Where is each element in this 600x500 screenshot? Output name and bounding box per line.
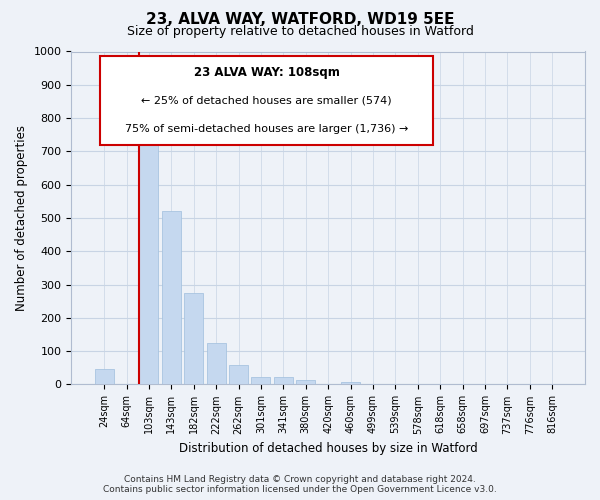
- Bar: [341, 382, 360, 384]
- Text: Contains HM Land Registry data © Crown copyright and database right 2024.
Contai: Contains HM Land Registry data © Crown c…: [103, 474, 497, 494]
- Bar: [229, 366, 248, 384]
- Y-axis label: Number of detached properties: Number of detached properties: [15, 125, 28, 311]
- FancyBboxPatch shape: [100, 56, 433, 144]
- Text: ← 25% of detached houses are smaller (574): ← 25% of detached houses are smaller (57…: [141, 96, 392, 106]
- X-axis label: Distribution of detached houses by size in Watford: Distribution of detached houses by size …: [179, 442, 478, 455]
- Bar: [139, 115, 158, 384]
- Text: 75% of semi-detached houses are larger (1,736) →: 75% of semi-detached houses are larger (…: [125, 124, 408, 134]
- Bar: [274, 377, 293, 384]
- Bar: [95, 369, 113, 384]
- Bar: [162, 212, 181, 384]
- Bar: [296, 380, 315, 384]
- Text: Size of property relative to detached houses in Watford: Size of property relative to detached ho…: [127, 25, 473, 38]
- Bar: [184, 293, 203, 384]
- Bar: [206, 343, 226, 384]
- Bar: [251, 377, 271, 384]
- Text: 23 ALVA WAY: 108sqm: 23 ALVA WAY: 108sqm: [194, 66, 340, 79]
- Text: 23, ALVA WAY, WATFORD, WD19 5EE: 23, ALVA WAY, WATFORD, WD19 5EE: [146, 12, 454, 28]
